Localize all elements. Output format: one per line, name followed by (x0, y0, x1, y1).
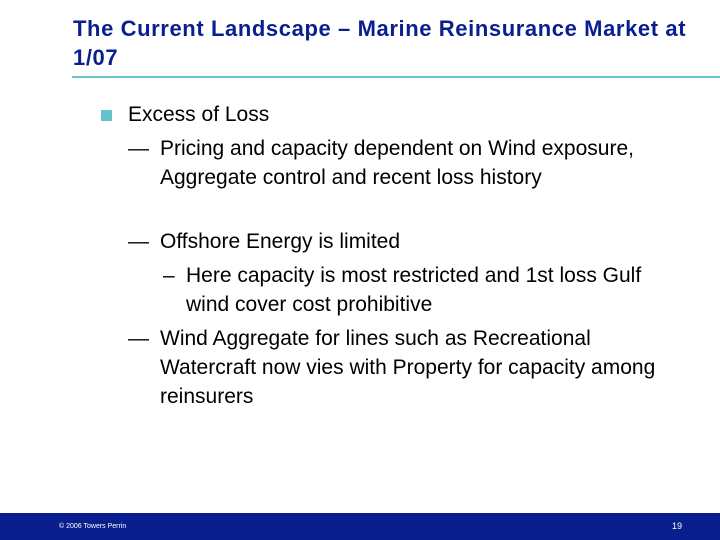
bullet-offshore-energy: Offshore Energy is limited (160, 230, 401, 253)
dash-bullet-icon: — (128, 327, 149, 350)
page-number: 19 (671, 521, 682, 531)
subdash-bullet-icon: – (163, 264, 175, 287)
slide-title: The Current Landscape – Marine Reinsuran… (73, 16, 687, 70)
slide-content: Excess of Loss — Pricing and capacity de… (101, 103, 656, 408)
bullet-wind-aggregate: Wind Aggregate for lines such as Recreat… (160, 327, 656, 408)
bullet-pricing-capacity: Pricing and capacity dependent on Wind e… (160, 137, 634, 189)
dash-bullet-icon: — (128, 230, 149, 253)
title-divider (72, 76, 720, 78)
footer-bar: © 2006 Towers Perrin 19 (0, 513, 720, 540)
footer-copyright: © 2006 Towers Perrin (59, 523, 127, 530)
square-bullet-icon (101, 110, 112, 121)
bullet-here-capacity: Here capacity is most restricted and 1st… (186, 264, 642, 316)
dash-bullet-icon: — (128, 137, 149, 160)
bullet-excess-of-loss: Excess of Loss (128, 103, 270, 126)
